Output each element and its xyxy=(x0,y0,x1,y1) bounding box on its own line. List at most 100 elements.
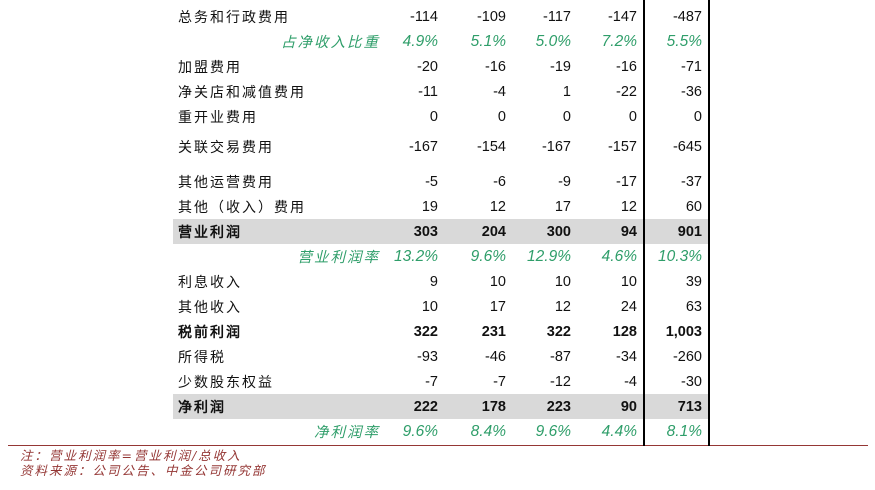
cell-col3: -12 xyxy=(550,373,571,390)
cell-col3: -9 xyxy=(558,173,571,190)
cell-col2: -109 xyxy=(476,8,506,25)
cell-col4: -147 xyxy=(607,8,637,25)
table-row: 其他（收入）费用 19 12 17 12 60 xyxy=(0,194,709,219)
row-label: 净关店和减值费用 xyxy=(178,84,306,101)
footer-rule xyxy=(8,445,868,446)
cell-col4: 12 xyxy=(620,198,637,215)
cell-col1: -114 xyxy=(410,8,438,25)
row-label: 净利润率 xyxy=(314,425,380,441)
table-row: 占净收入比重 4.9% 5.1% 5.0% 7.2% 5.5% xyxy=(0,29,709,54)
cell-col1: 13.2% xyxy=(394,247,438,265)
row-label: 其他收入 xyxy=(178,299,242,316)
cell-col1: 9.6% xyxy=(402,422,438,440)
cell-col2: 0 xyxy=(497,108,506,125)
cell-col1: 19 xyxy=(421,198,438,215)
table-row: 所得税 -93 -46 -87 -34 -260 xyxy=(0,344,709,369)
cell-col2: 5.1% xyxy=(470,32,506,50)
row-label: 总务和行政费用 xyxy=(178,9,290,26)
cell-col3: 10 xyxy=(554,273,571,290)
footer-notes: 注：营业利润率=营业利润/总收入 资料来源：公司公告、中金公司研究部 xyxy=(20,448,267,478)
cell-col2: -46 xyxy=(485,348,506,365)
cell-col4: 0 xyxy=(628,108,637,125)
cell-col5-total: 10.3% xyxy=(658,247,702,265)
cell-col1: -167 xyxy=(408,138,438,155)
cell-col4: 4.6% xyxy=(601,247,637,265)
cell-col2: 17 xyxy=(489,298,506,315)
cell-col5-total: 39 xyxy=(685,273,702,290)
cell-col1: 9 xyxy=(429,273,438,290)
row-label: 加盟费用 xyxy=(178,59,242,76)
cell-col2: -6 xyxy=(493,173,506,190)
cell-col1: -5 xyxy=(425,173,438,190)
table-divider-line-right xyxy=(708,0,710,446)
table-row: 重开业费用 0 0 0 0 0 xyxy=(0,104,709,129)
cell-col4: 24 xyxy=(620,298,637,315)
cell-col2: 10 xyxy=(489,273,506,290)
cell-col5-total: 8.1% xyxy=(666,422,702,440)
cell-col1: 222 xyxy=(413,398,438,415)
row-label: 重开业费用 xyxy=(178,109,258,126)
cell-col5-total: 63 xyxy=(685,298,702,315)
cell-col2: -154 xyxy=(476,138,506,155)
cell-col1: -11 xyxy=(418,83,438,100)
table-row: 净利润率 9.6% 8.4% 9.6% 4.4% 8.1% xyxy=(0,419,709,444)
cell-col1: 303 xyxy=(413,223,438,240)
source-note: 资料来源：公司公告、中金公司研究部 xyxy=(20,462,267,478)
table-row: 营业利润 303 204 300 94 901 xyxy=(0,219,709,244)
row-label: 营业利润 xyxy=(178,224,242,241)
cell-col3: 9.6% xyxy=(535,422,571,440)
cell-col4: -34 xyxy=(616,348,637,365)
table-row: 少数股东权益 -7 -7 -12 -4 -30 xyxy=(0,369,709,394)
cell-col2: -4 xyxy=(493,83,506,100)
cell-col5-total: -36 xyxy=(681,83,702,100)
cell-col2: 231 xyxy=(481,323,506,340)
cell-col1: 322 xyxy=(413,323,438,340)
cell-col3: 300 xyxy=(546,223,571,240)
cell-col3: 322 xyxy=(546,323,571,340)
cell-col4: 10 xyxy=(620,273,637,290)
cell-col3: 1 xyxy=(562,83,571,100)
cell-col3: 17 xyxy=(554,198,571,215)
row-label: 其他（收入）费用 xyxy=(178,199,306,216)
cell-col4: -17 xyxy=(616,173,637,190)
cell-col1: 10 xyxy=(421,298,438,315)
cell-col5-total: -260 xyxy=(672,348,702,365)
table-row: 净利润 222 178 223 90 713 xyxy=(0,394,709,419)
row-label: 关联交易费用 xyxy=(178,139,274,156)
cell-col3: -87 xyxy=(550,348,571,365)
cell-col3: 12 xyxy=(554,298,571,315)
cell-col1: -20 xyxy=(417,58,438,75)
cell-col5-total: 0 xyxy=(693,108,702,125)
cell-col5-total: 713 xyxy=(677,398,702,415)
cell-col5-total: -37 xyxy=(681,173,702,190)
cell-col4: -4 xyxy=(624,373,637,390)
row-label: 占净收入比重 xyxy=(281,35,380,51)
cell-col3: 5.0% xyxy=(535,32,571,50)
cell-col4: 4.4% xyxy=(601,422,637,440)
cell-col2: 204 xyxy=(481,223,506,240)
table-row: 总务和行政费用 -114 -109 -117 -147 -487 xyxy=(0,4,709,29)
cell-col5-total: 5.5% xyxy=(666,32,702,50)
cell-col3: -117 xyxy=(543,8,571,25)
table-row: 净关店和减值费用 -11 -4 1 -22 -36 xyxy=(0,79,709,104)
cell-col5-total: 901 xyxy=(677,223,702,240)
cell-col5-total: -30 xyxy=(681,373,702,390)
table-row: 税前利润 322 231 322 128 1,003 xyxy=(0,319,709,344)
table-row: 其他运营费用 -5 -6 -9 -17 -37 xyxy=(0,169,709,194)
cell-col3: 0 xyxy=(562,108,571,125)
row-label: 净利润 xyxy=(178,399,226,416)
cell-col5-total: -645 xyxy=(672,138,702,155)
cell-col2: 178 xyxy=(481,398,506,415)
row-label: 营业利润率 xyxy=(297,250,380,266)
cell-col1: -93 xyxy=(417,348,438,365)
row-label: 税前利润 xyxy=(178,324,242,341)
table-divider-line-left xyxy=(643,0,645,446)
table-row: 营业利润率 13.2% 9.6% 12.9% 4.6% 10.3% xyxy=(0,244,709,269)
cell-col2: 9.6% xyxy=(470,247,506,265)
table-row: 其他收入 10 17 12 24 63 xyxy=(0,294,709,319)
cell-col4: 7.2% xyxy=(601,32,637,50)
cell-col5-total: 60 xyxy=(685,198,702,215)
cell-col4: -22 xyxy=(616,83,637,100)
cell-col4: 94 xyxy=(620,223,637,240)
